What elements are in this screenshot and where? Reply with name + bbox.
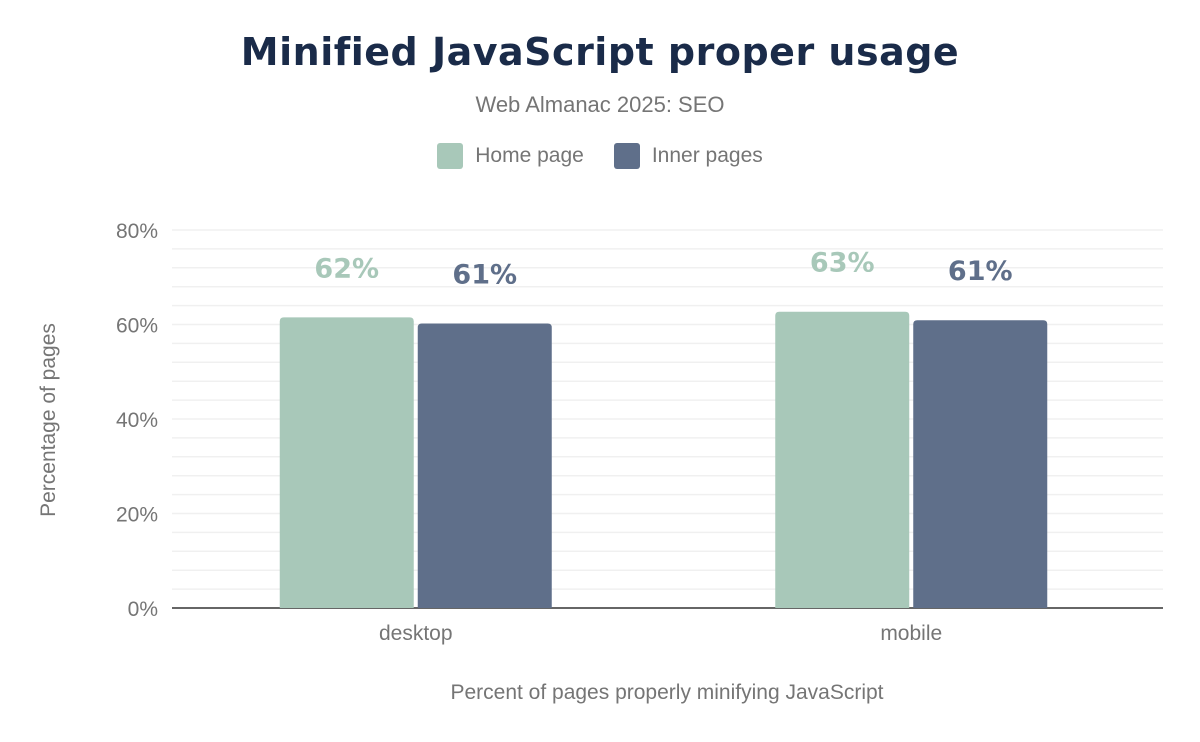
bar [279, 317, 414, 608]
y-axis-label: Percentage of pages [37, 323, 60, 517]
y-tick-label: 0% [128, 598, 158, 621]
x-axis-label: Percent of pages properly minifying Java… [450, 681, 883, 704]
x-tick-label: desktop [379, 622, 453, 645]
y-tick-label: 20% [116, 504, 158, 527]
legend-swatch [613, 143, 640, 169]
legend-label: Inner pages [651, 144, 763, 167]
y-tick-label: 40% [116, 409, 158, 432]
chart-subtitle: Web Almanac 2025: SEO [475, 92, 725, 117]
y-tick-label: 80% [116, 220, 158, 243]
legend: Home page Inner pages [0, 143, 1200, 169]
data-label: 63% [810, 248, 875, 279]
y-tick-label: 60% [116, 315, 158, 338]
data-label: 62% [314, 253, 379, 284]
bar [913, 320, 1048, 608]
bar [775, 311, 910, 608]
data-label: 61% [452, 260, 517, 291]
legend-swatch [437, 143, 464, 169]
legend-item-home-page[interactable]: Home page [437, 143, 584, 169]
bar [417, 323, 552, 608]
x-tick-label: mobile [880, 622, 942, 645]
legend-label: Home page [475, 144, 584, 167]
chart-title: Minified JavaScript proper usage [240, 30, 960, 74]
legend-item-inner-pages[interactable]: Inner pages [613, 143, 763, 169]
data-label: 61% [948, 256, 1013, 287]
